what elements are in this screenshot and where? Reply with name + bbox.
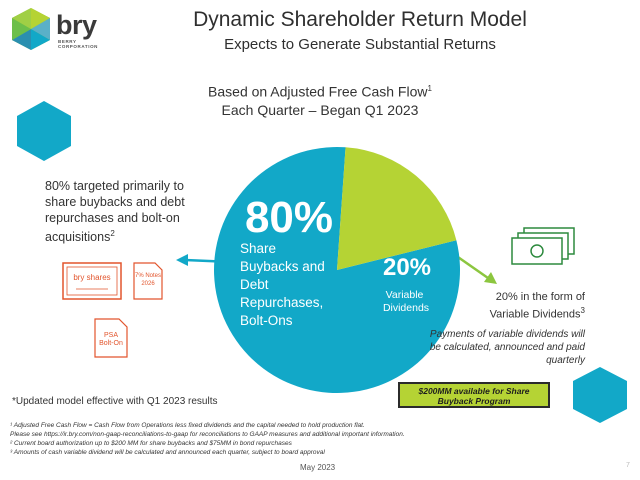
page-number: 7 — [626, 462, 630, 469]
slice-dividends-percent: 20% — [383, 254, 431, 281]
buybacks-description: 80% targeted primarily to share buybacks… — [45, 178, 205, 245]
slice-label-line: Bolt-Ons — [240, 313, 293, 328]
psa-document-icon: PSA Bolt-On — [94, 318, 128, 358]
psa-label: PSA Bolt-On — [97, 332, 125, 348]
buybacks-footnote-ref: 2 — [110, 229, 114, 238]
dividends-description-text: 20% in the form of Variable Dividends — [490, 291, 585, 321]
slice-dividends-label: Variable Dividends — [383, 289, 429, 314]
money-bills-icon — [510, 226, 578, 266]
notes-document-icon: 7% Notes 2026 — [133, 262, 163, 300]
share-certificate-icon: bry shares — [62, 262, 122, 300]
left-arrow-head — [176, 254, 188, 266]
notes-label: 7% Notes 2026 — [134, 272, 162, 288]
certificate-label: bry shares — [62, 274, 122, 282]
dividends-payment-note: Payments of variable dividends will be c… — [420, 328, 585, 367]
updated-model-note: *Updated model effective with Q1 2023 re… — [12, 396, 218, 407]
footnote-link-line: Please see https://ir.bry.com/non-gaap-r… — [10, 430, 630, 439]
dividends-footnote-ref: 3 — [581, 306, 585, 315]
slice-label-line: Dividends — [383, 302, 429, 314]
date-label: May 2023 — [300, 463, 335, 472]
footnote-3: ³ Amounts of cash variable dividend will… — [10, 448, 630, 457]
footnotes: ¹ Adjusted Free Cash Flow = Cash Flow fr… — [10, 421, 630, 457]
dividends-description: 20% in the form of Variable Dividends3 — [455, 290, 585, 322]
slice-label-line: Debt — [240, 277, 269, 292]
footnote-2: ² Current board authorization up to $200… — [10, 439, 630, 448]
slice-label-line: Repurchases, — [240, 295, 323, 310]
buyback-program-box: $200MM available for Share Buyback Progr… — [398, 382, 550, 408]
footnote-1: ¹ Adjusted Free Cash Flow = Cash Flow fr… — [10, 421, 630, 430]
slice-label-line: Buybacks and — [240, 259, 325, 274]
slice-buybacks-percent: 80% — [245, 193, 333, 242]
